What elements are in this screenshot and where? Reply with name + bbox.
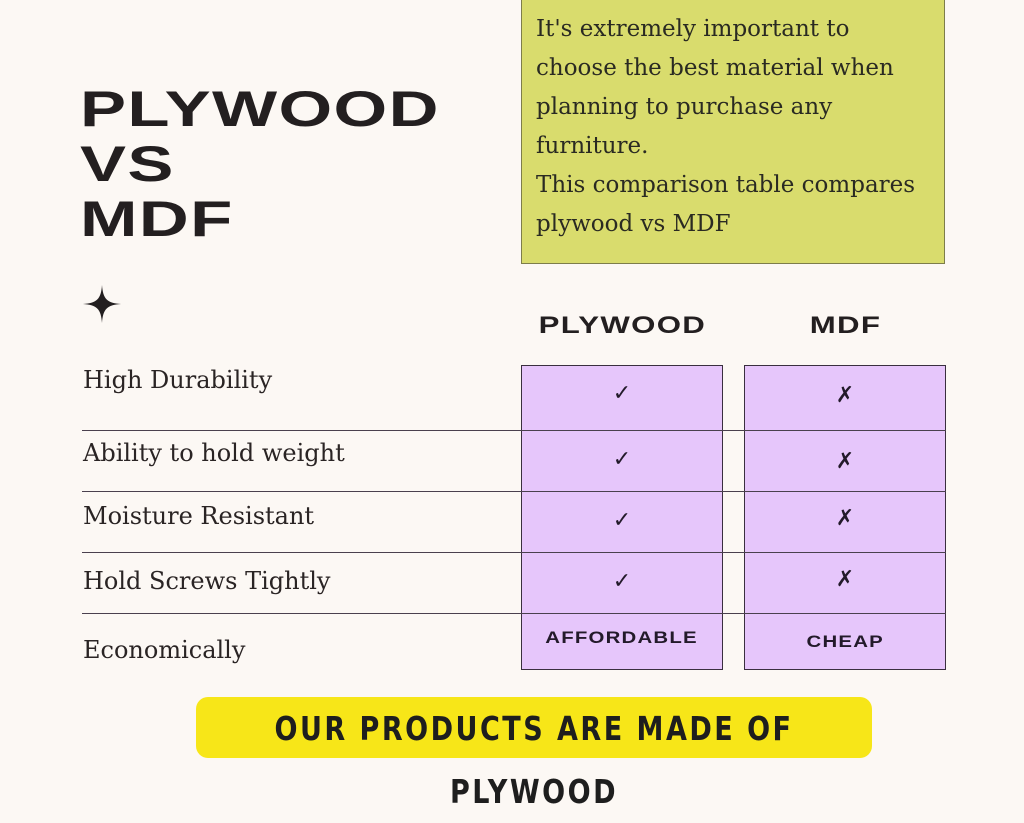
- title-line: MDF: [80, 191, 234, 247]
- mdf-economy-value: CHEAP: [806, 632, 884, 651]
- plywood-column: [521, 365, 723, 670]
- title-line: PLYWOOD: [80, 81, 440, 137]
- intro-paragraph: It's extremely important to choose the b…: [536, 16, 894, 159]
- check-icon: ✓: [612, 447, 632, 472]
- row-label: High Durability: [83, 366, 273, 394]
- check-icon: ✓: [612, 381, 632, 406]
- check-icon: ✓: [612, 508, 632, 533]
- mdf-column: [744, 365, 946, 670]
- cross-icon: ✗: [835, 383, 855, 408]
- row-label: Hold Screws Tightly: [83, 567, 331, 595]
- column-header-mdf: MDF: [809, 312, 881, 339]
- row-divider: [82, 613, 946, 614]
- cross-icon: ✗: [835, 506, 855, 531]
- intro-paragraph: This comparison table compares plywood v…: [536, 172, 916, 237]
- row-label: Economically: [83, 636, 246, 664]
- column-header-plywood: PLYWOOD: [538, 312, 706, 339]
- row-divider: [82, 491, 946, 492]
- row-label: Ability to hold weight: [83, 439, 345, 467]
- page-title: PLYWOOD VS MDF: [80, 82, 440, 247]
- products-banner: OUR PRODUCTS ARE MADE OF PLYWOOD: [196, 697, 872, 811]
- cross-icon: ✗: [835, 567, 855, 592]
- cross-icon: ✗: [835, 449, 855, 474]
- intro-box: It's extremely important to choose the b…: [521, 0, 945, 264]
- row-divider: [82, 430, 946, 431]
- row-divider: [82, 552, 946, 553]
- row-label: Moisture Resistant: [83, 502, 315, 530]
- check-icon: ✓: [612, 569, 632, 594]
- title-line: VS: [80, 136, 175, 192]
- sparkle-icon: [83, 285, 121, 323]
- plywood-economy-value: AFFORDABLE: [545, 628, 699, 647]
